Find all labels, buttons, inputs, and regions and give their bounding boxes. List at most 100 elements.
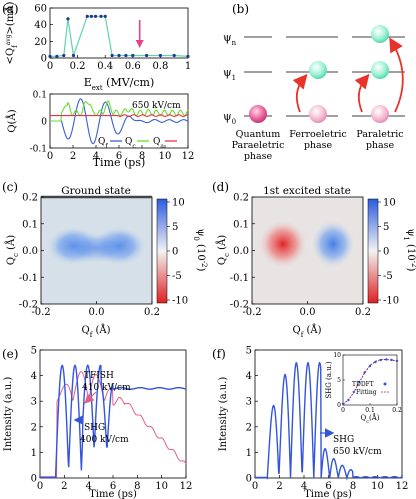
y-tick-label: -0.1 [230,273,249,284]
legend-qf-label: Qf [98,137,108,150]
d-cbar-label: ψ1 (10-2) [402,229,416,272]
e-frame [39,349,187,479]
x-tick-label: 6 [110,481,116,492]
c-title: Ground state [61,185,131,197]
inset-tddft-point [390,358,393,362]
f-shg-label: SHG [333,435,354,445]
y-tick-label: 2 [246,422,252,433]
cbar-tick-label: 10 [383,198,396,209]
y-tick-label: 4 [246,371,252,382]
series-qa [50,114,189,117]
inset-tddft-point [363,371,366,374]
x-tick-label: 0 [47,151,53,162]
panel-label-a: (a) [2,2,19,16]
f-inset-legend-tddft-marker [383,382,387,386]
y-tick-label: 0.2 [233,193,249,204]
f-inset-legend-tddft: TDDFT [352,381,374,388]
phase-2-line1: Ferroeletric [289,129,347,140]
x-tick-label: 12 [180,481,193,492]
f-inset-xlabel: Qc(Å) [360,413,379,425]
d-ylabel: Qc (Å) [216,235,231,265]
panel-c: (c) Ground state -0.2 0.0 0.2 -0.2 -0.1 0.0 0.… [2,180,208,339]
x-tick-label: 6 [325,481,331,492]
y-tick-label: 0.1 [22,219,38,230]
y-tick-label: 1 [31,448,37,459]
y-tick-label: 0.0 [233,246,249,257]
avg-q-point [93,14,98,18]
avg-q-point [48,54,52,58]
avg-q-point [55,54,59,58]
f-ylabel: Intensity (a.u.) [218,377,229,452]
ground-state-ball-ferro [309,105,327,123]
avg-q-point [158,53,162,58]
x-tick-label: 10 [159,151,172,162]
e-xlabel: Time (ps) [89,489,137,499]
e-tfish-arrow [84,391,97,404]
x-tick-label: 0.4 [97,61,113,72]
x-tick-label: 2 [276,481,282,492]
a-bottom-annotation: 650 kV/cm [132,101,181,111]
f-xlabel: Time (ps) [304,489,352,499]
panel-b: (b) ψn ψ1 ψ0 Quantum Paraeletric phase F… [223,2,405,162]
e-tfish-sub: 410 kV/cm [82,383,131,393]
excitation-arrow-para-n [389,37,404,113]
inset-y-tick-label: 10 [333,352,341,359]
legend-qa-label: Qa [153,137,164,150]
field-arrow-head [135,40,144,48]
d-ticks: -0.2 0.0 0.2 -0.2 -0.1 0.0 0.1 0.2 [230,193,371,319]
y-tick-label: 0 [31,474,37,485]
psi-n-label: ψn [223,31,237,47]
x-tick-label: -0.2 [31,307,50,318]
avg-q-point [99,14,103,18]
e-tfish-label: TFISH [84,371,114,381]
panel-label-d: (d) [212,180,229,194]
a-bottom-xlabel: Time (ps) [93,156,146,169]
avg-q-point [85,14,89,18]
x-tick-label: 8 [139,151,145,162]
phase-3-line1: Paraletric [356,129,403,140]
inset-tddft-point [368,364,372,368]
x-tick-label: 4 [85,481,91,492]
a-top-ylabel: <Qfavg>(mÅ) [4,1,19,64]
y-tick-label: 3 [31,397,37,408]
ground-state-ball-para [371,105,389,123]
f-inset: 0 0.1 0.2 0 5 10 [333,352,402,414]
y-tick-label: 0.0 [22,246,38,257]
series-qc [50,100,189,122]
avg-q-point [186,54,190,58]
x-tick-label: 8 [134,481,140,492]
y-tick-label: 5 [246,346,252,357]
c-xlabel: Qf (Å) [82,324,111,339]
panel-d: (d) 1st excited state -0.2 0.0 0.2 -0.2 -0.1… [212,180,416,339]
a-top-ticks: 0 0.2 0.4 0.6 0.8 1 0 20 40 60 [34,4,191,73]
x-tick-label: 10 [371,481,384,492]
inset-tddft-point [385,358,388,361]
c-ylabel: Qc (Å) [5,235,20,265]
x-tick-label: 0 [252,481,258,492]
panel-label-e: (e) [2,347,18,361]
avg-q-point [89,14,93,18]
avg-q-point [145,53,149,58]
c-ticks: -0.2 0.0 0.2 -0.2 -0.1 0.0 0.1 0.2 [19,193,160,319]
y-tick-label: 0 [41,118,47,128]
f-inset-ylabel: SHG (a.u.) [325,361,333,399]
inset-x-tick-label: 0.1 [365,407,375,414]
y-tick-label: 20 [34,37,47,48]
d-title: 1st excited state [263,185,351,197]
d-blob-right [311,220,355,268]
panel-label-c: (c) [2,180,18,194]
x-tick-label: 0.0 [89,307,105,318]
y-tick-label: 1 [246,448,252,459]
d-xlabel: Qf (Å) [293,324,322,339]
phase-1-line1: Quantum [236,129,281,140]
c-colorbar [156,198,168,304]
x-tick-label: 2 [70,151,76,162]
avg-q-point [62,53,66,58]
inset-x-tick-label: 0 [341,407,345,414]
x-tick-label: 1 [185,61,191,72]
avg-q-point [110,53,114,58]
inset-tddft-point [379,358,382,362]
excited-state-ball-para [371,61,389,79]
shg-curve [40,364,187,479]
